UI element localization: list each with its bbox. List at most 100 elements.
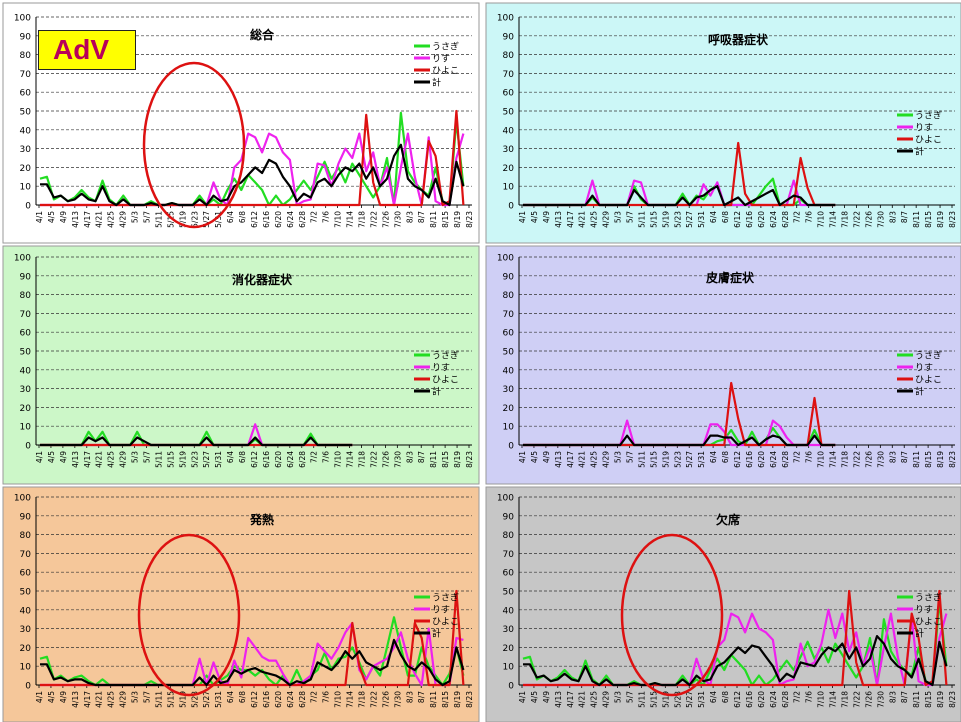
x-tick-label: 6/4 — [226, 211, 235, 223]
x-tick-label: 4/29 — [119, 211, 128, 228]
x-tick-label: 6/20 — [757, 691, 766, 708]
x-tick-label: 7/18 — [841, 691, 850, 708]
legend-label: うさぎ — [432, 592, 459, 604]
y-tick-label: 80 — [503, 531, 515, 541]
x-tick-label: 8/23 — [465, 691, 474, 708]
x-tick-label: 7/6 — [805, 451, 814, 463]
x-tick-label: 5/23 — [673, 691, 682, 708]
x-tick-label: 8/7 — [900, 691, 909, 703]
x-tick-label: 5/11 — [637, 451, 646, 468]
x-tick-label: 8/11 — [429, 691, 438, 708]
x-tick-label: 7/14 — [829, 451, 838, 468]
y-tick-label: 100 — [497, 254, 514, 264]
x-tick-label: 7/6 — [805, 211, 814, 223]
y-tick-label: 40 — [503, 126, 515, 136]
panel-background — [485, 486, 961, 722]
y-tick-label: 20 — [20, 644, 32, 654]
x-tick-label: 8/19 — [453, 691, 462, 708]
x-tick-label: 6/20 — [757, 451, 766, 468]
y-tick-label: 100 — [14, 254, 31, 264]
y-tick-label: 70 — [20, 70, 32, 80]
x-tick-label: 7/18 — [841, 451, 850, 468]
x-tick-label: 6/8 — [721, 691, 730, 703]
x-tick-label: 6/12 — [733, 211, 742, 228]
y-tick-label: 90 — [503, 512, 515, 522]
x-tick-label: 5/31 — [697, 451, 706, 468]
x-tick-label: 8/19 — [453, 451, 462, 468]
x-tick-label: 6/24 — [769, 211, 778, 228]
x-tick-label: 8/7 — [900, 211, 909, 223]
x-tick-label: 5/15 — [166, 691, 175, 708]
x-tick-label: 4/21 — [578, 691, 587, 708]
x-tick-label: 4/29 — [602, 211, 611, 228]
x-tick-label: 7/14 — [829, 211, 838, 228]
x-tick-label: 5/3 — [131, 451, 140, 463]
x-tick-label: 5/23 — [190, 451, 199, 468]
x-tick-label: 5/7 — [143, 691, 152, 703]
x-tick-label: 4/9 — [542, 211, 551, 223]
x-tick-label: 6/20 — [757, 211, 766, 228]
highlight-circle — [137, 533, 241, 697]
x-tick-label: 5/7 — [626, 211, 635, 223]
x-tick-label: 8/7 — [417, 211, 426, 223]
x-tick-label: 7/2 — [793, 691, 802, 703]
x-tick-label: 4/29 — [602, 451, 611, 468]
y-tick-label: 0 — [25, 442, 31, 452]
x-tick-label: 7/10 — [817, 211, 826, 228]
x-tick-label: 5/19 — [178, 451, 187, 468]
x-tick-label: 4/25 — [590, 211, 599, 228]
adv-badge: AdV — [38, 30, 136, 70]
y-tick-label: 30 — [20, 145, 32, 155]
x-tick-label: 6/16 — [745, 451, 754, 468]
x-tick-label: 7/18 — [841, 211, 850, 228]
y-tick-label: 80 — [20, 531, 32, 541]
y-tick-label: 50 — [20, 108, 32, 118]
x-tick-label: 5/27 — [202, 211, 211, 228]
x-tick-label: 7/18 — [358, 691, 367, 708]
legend-label: 計 — [432, 386, 441, 398]
legend-label: ひよこ — [915, 375, 942, 386]
x-tick-label: 5/15 — [649, 451, 658, 468]
x-tick-label: 7/6 — [322, 691, 331, 703]
x-tick-label: 6/16 — [262, 691, 271, 708]
y-tick-label: 90 — [20, 512, 32, 522]
x-tick-label: 5/19 — [178, 211, 187, 228]
x-tick-label: 6/20 — [274, 691, 283, 708]
y-tick-label: 30 — [20, 385, 32, 395]
x-tick-label: 5/31 — [214, 211, 223, 228]
x-tick-label: 4/9 — [542, 691, 551, 703]
y-tick-label: 20 — [503, 164, 515, 174]
y-tick-label: 50 — [20, 588, 32, 598]
x-tick-label: 7/2 — [793, 451, 802, 463]
x-tick-label: 4/13 — [554, 451, 563, 468]
x-tick-label: 5/23 — [673, 211, 682, 228]
y-tick-label: 0 — [25, 682, 31, 692]
legend-label: りす — [432, 54, 450, 65]
x-tick-label: 7/22 — [852, 211, 861, 228]
x-tick-label: 5/3 — [614, 691, 623, 703]
x-tick-label: 5/3 — [614, 211, 623, 223]
x-tick-label: 6/8 — [721, 211, 730, 223]
chart-title: 消化器症状 — [232, 272, 293, 287]
x-tick-label: 5/11 — [154, 691, 163, 708]
x-tick-label: 6/16 — [262, 451, 271, 468]
legend-label: 計 — [915, 146, 924, 158]
x-tick-label: 4/29 — [602, 691, 611, 708]
x-tick-label: 8/19 — [936, 211, 945, 228]
y-tick-label: 30 — [20, 625, 32, 635]
legend-label: ひよこ — [915, 617, 942, 628]
y-tick-label: 60 — [20, 329, 32, 339]
x-tick-label: 4/21 — [95, 691, 104, 708]
x-tick-label: 6/28 — [298, 691, 307, 708]
x-tick-label: 8/23 — [948, 691, 957, 708]
series-line-2 — [523, 608, 948, 687]
x-tick-label: 5/11 — [637, 211, 646, 228]
x-tick-label: 8/15 — [441, 211, 450, 228]
x-tick-label: 4/17 — [83, 691, 92, 708]
series-line-4 — [523, 185, 836, 207]
x-tick-label: 8/3 — [888, 451, 897, 463]
x-tick-label: 8/15 — [441, 451, 450, 468]
x-tick-label: 8/3 — [405, 691, 414, 703]
x-tick-label: 8/15 — [924, 451, 933, 468]
